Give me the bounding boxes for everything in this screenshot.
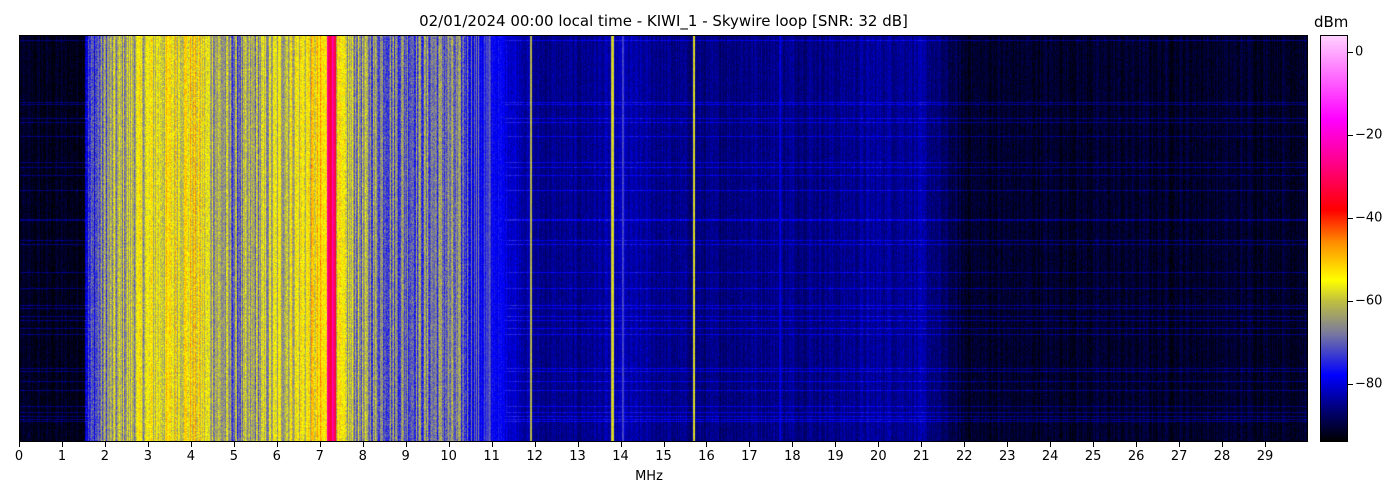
colorbar-tick-label: −20 xyxy=(1355,127,1383,143)
x-tick xyxy=(1265,442,1267,447)
x-tick-label: 14 xyxy=(612,449,629,464)
x-tick xyxy=(19,442,20,447)
x-tick xyxy=(1136,442,1138,447)
plot-area xyxy=(19,35,1308,442)
x-tick xyxy=(964,442,966,447)
x-tick xyxy=(1050,442,1052,447)
x-tick xyxy=(104,442,106,447)
colorbar-tick xyxy=(1348,383,1353,385)
x-tick-label: 22 xyxy=(955,449,973,464)
x-tick xyxy=(1093,442,1095,447)
x-tick-label: 17 xyxy=(741,449,758,464)
x-tick xyxy=(577,442,579,447)
x-tick xyxy=(233,442,235,447)
x-tick-label: 8 xyxy=(358,449,367,464)
chart-title: 02/01/2024 00:00 local time - KIWI_1 - S… xyxy=(419,12,908,30)
spectrogram-heatmap xyxy=(20,36,1307,441)
colorbar-tick xyxy=(1348,134,1353,136)
x-tick xyxy=(491,442,493,447)
colorbar-tick-label: −40 xyxy=(1355,210,1383,226)
x-tick xyxy=(319,442,321,447)
x-tick-label: 20 xyxy=(870,449,887,464)
x-tick-label: 5 xyxy=(229,449,238,464)
x-tick xyxy=(147,442,149,447)
x-tick-label: 9 xyxy=(401,449,410,464)
x-tick-label: 29 xyxy=(1256,449,1274,464)
colorbar-tick xyxy=(1348,51,1353,53)
x-tick-label: 2 xyxy=(100,449,110,464)
x-tick xyxy=(663,442,665,447)
x-tick-label: 16 xyxy=(698,449,715,464)
x-tick xyxy=(620,442,622,447)
x-tick-label: 10 xyxy=(440,449,457,464)
x-tick xyxy=(190,442,192,447)
colorbar-tick-label: 0 xyxy=(1355,44,1364,60)
x-tick xyxy=(1222,442,1224,447)
x-tick-label: 28 xyxy=(1213,449,1231,464)
x-tick-label: 6 xyxy=(272,449,281,464)
x-tick-label: 23 xyxy=(998,449,1016,464)
x-tick-label: 19 xyxy=(827,449,844,464)
colorbar-tick xyxy=(1348,217,1353,219)
x-tick-label: 21 xyxy=(913,449,930,464)
x-tick xyxy=(706,442,708,447)
x-tick xyxy=(448,442,450,447)
x-tick-label: 24 xyxy=(1041,449,1059,464)
x-tick xyxy=(749,442,751,447)
x-tick-label: 0 xyxy=(14,449,24,464)
x-tick xyxy=(835,442,837,447)
colorbar-tick-label: −60 xyxy=(1355,293,1383,309)
colorbar-tick xyxy=(1348,300,1353,302)
x-tick-label: 4 xyxy=(186,449,195,464)
x-tick-label: 7 xyxy=(315,449,324,464)
x-tick xyxy=(61,442,63,447)
x-tick-label: 18 xyxy=(784,449,801,464)
colorbar-label: dBm xyxy=(1314,13,1349,31)
x-tick xyxy=(921,442,923,447)
x-tick xyxy=(405,442,407,447)
x-tick-label: 25 xyxy=(1084,449,1102,464)
x-tick xyxy=(276,442,278,447)
x-tick-label: 15 xyxy=(655,449,672,464)
x-tick-label: 12 xyxy=(526,449,543,464)
x-tick xyxy=(792,442,794,447)
x-tick xyxy=(362,442,364,447)
x-tick-label: 26 xyxy=(1127,449,1145,464)
x-tick-label: 1 xyxy=(57,449,67,464)
x-tick-label: 27 xyxy=(1170,449,1188,464)
x-tick-label: 13 xyxy=(569,449,586,464)
x-tick xyxy=(878,442,880,447)
x-tick xyxy=(1179,442,1181,447)
x-axis-label: MHz xyxy=(635,469,663,484)
x-tick xyxy=(1007,442,1009,447)
x-tick-label: 11 xyxy=(483,449,500,464)
colorbar-tick-label: −80 xyxy=(1355,376,1383,392)
colorbar xyxy=(1320,35,1348,442)
x-tick xyxy=(534,442,536,447)
x-tick-label: 3 xyxy=(143,449,153,464)
